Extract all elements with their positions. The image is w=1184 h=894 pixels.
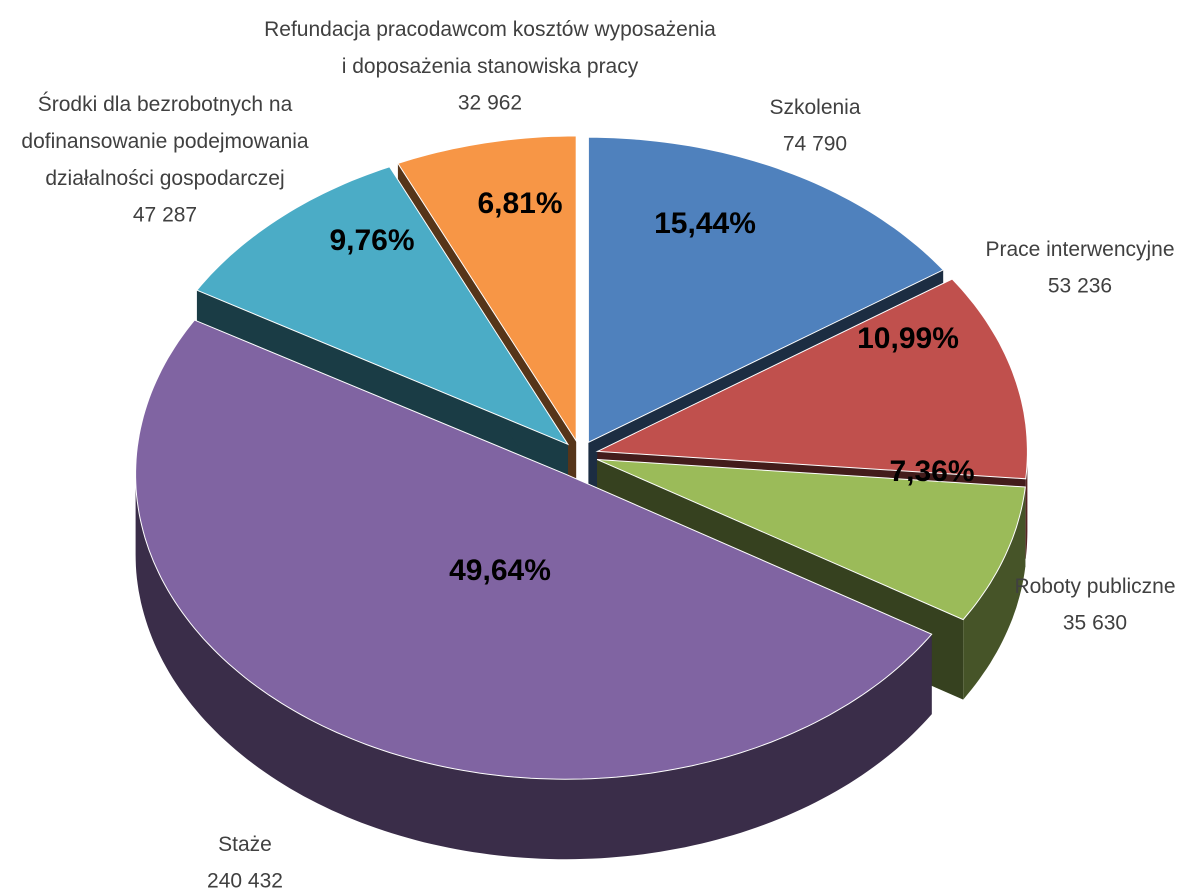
slice xyxy=(196,166,570,446)
category-label: Środki dla bezrobotnych na dofinansowanie… xyxy=(21,92,309,190)
slice xyxy=(596,459,1026,621)
value-label: 74 790 xyxy=(783,133,847,156)
category-label-line: Szkolenia xyxy=(769,96,860,119)
percent-label: 10,99% xyxy=(857,322,959,355)
value-label: 32 962 xyxy=(458,92,522,115)
value-label: 53 236 xyxy=(1048,275,1112,298)
value-label: 240 432 xyxy=(207,870,283,893)
category-label: Staże xyxy=(218,833,272,856)
value-label: 47 287 xyxy=(133,204,197,227)
slice xyxy=(587,136,945,444)
category-label-line: Roboty publiczne xyxy=(1014,575,1175,598)
category-label: Szkolenia xyxy=(769,96,860,119)
category-label-line: i doposażenia stanowiska pracy xyxy=(342,55,639,78)
category-label: Prace interwencyjne xyxy=(985,238,1174,261)
category-label-line: dofinansowanie podejmowania xyxy=(21,130,309,153)
slice xyxy=(595,278,1028,480)
slice xyxy=(135,319,933,780)
percent-label: 49,64% xyxy=(449,554,551,587)
slice xyxy=(397,135,577,443)
percent-label: 9,76% xyxy=(329,224,414,257)
category-label-line: Refundacja pracodawcom kosztów wyposażen… xyxy=(264,18,716,41)
category-label-line: Prace interwencyjne xyxy=(985,238,1174,261)
percent-label: 15,44% xyxy=(654,207,756,240)
category-label-line: działalności gospodarczej xyxy=(45,167,284,190)
category-label: Roboty publiczne xyxy=(1014,575,1175,598)
category-label-line: Środki dla bezrobotnych na xyxy=(38,92,293,116)
percent-label: 7,36% xyxy=(889,455,974,488)
category-label: Refundacja pracodawcom kosztów wyposażen… xyxy=(264,18,716,78)
slice-wall xyxy=(963,487,1026,700)
slice-wall xyxy=(135,474,932,860)
value-label: 35 630 xyxy=(1063,612,1127,635)
category-label-line: Staże xyxy=(218,833,272,856)
percent-label: 6,81% xyxy=(477,187,562,220)
